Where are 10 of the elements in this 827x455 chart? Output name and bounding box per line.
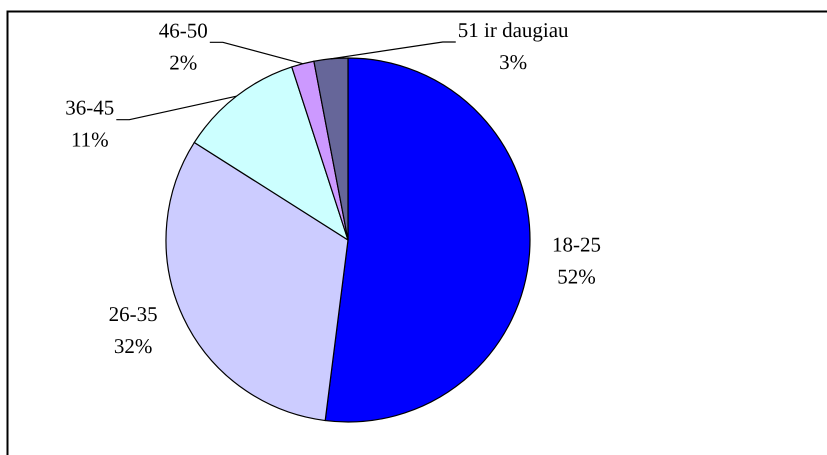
data-label: 2% [169, 50, 198, 74]
slice-label: 26-35 [108, 302, 158, 326]
data-label: 52% [557, 264, 596, 289]
data-label: 32% [114, 334, 152, 358]
slice-label: 36-45 [65, 96, 114, 120]
slice-label: 51 ir daugiau [458, 18, 570, 42]
slice-label: 18-25 [552, 232, 602, 257]
data-label: 11% [70, 128, 109, 152]
slice-label: 46-50 [158, 18, 208, 42]
data-label: 3% [499, 50, 528, 74]
